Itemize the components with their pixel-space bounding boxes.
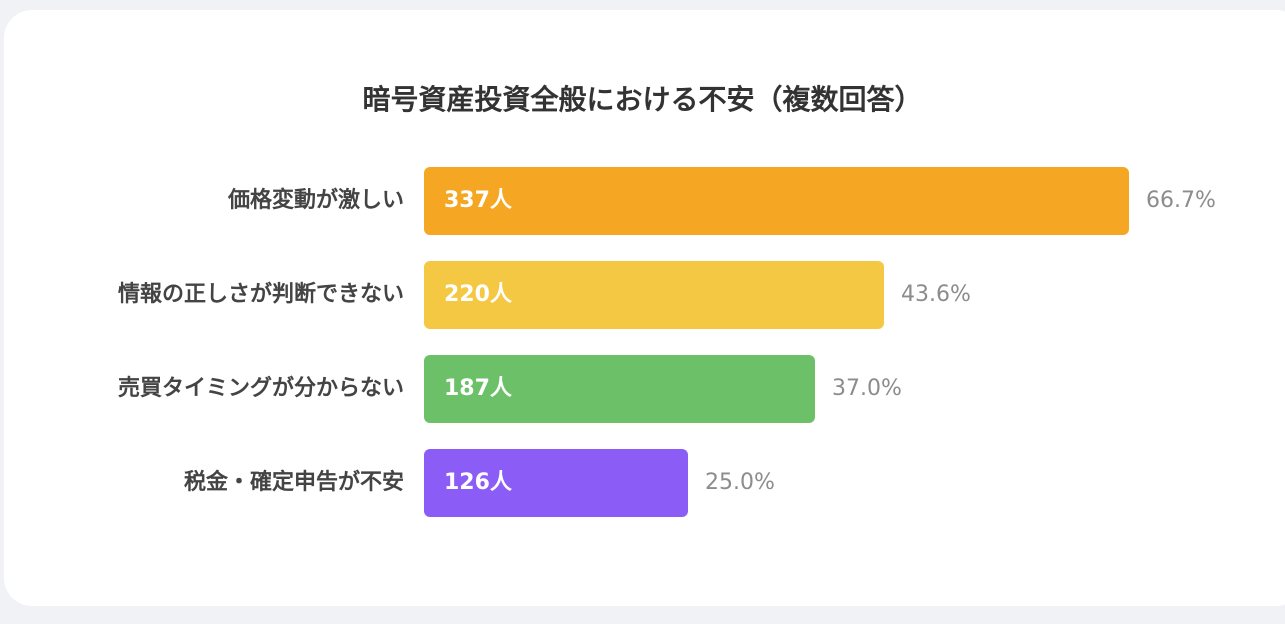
bar-value-label: 126人 xyxy=(444,470,512,495)
chart-title: 暗号資産投資全般における不安（複数回答） xyxy=(362,83,923,116)
bar-value-label: 220人 xyxy=(444,282,512,307)
category-label: 価格変動が激しい xyxy=(227,188,404,213)
category-label: 税金・確定申告が不安 xyxy=(183,470,404,495)
bar: 126人 xyxy=(424,449,688,517)
bar-value-label: 187人 xyxy=(444,376,512,401)
percentage-label: 37.0% xyxy=(832,376,902,401)
bar-value-label: 337人 xyxy=(444,188,512,213)
bar: 187人 xyxy=(424,355,815,423)
category-label: 売買タイミングが分からない xyxy=(117,376,404,401)
percentage-label: 43.6% xyxy=(901,282,971,307)
category-label: 情報の正しさが判断できない xyxy=(117,282,404,307)
bar: 337人 xyxy=(424,167,1129,235)
percentage-label: 25.0% xyxy=(705,470,775,495)
bar: 220人 xyxy=(424,261,884,329)
percentage-label: 66.7% xyxy=(1146,188,1216,213)
